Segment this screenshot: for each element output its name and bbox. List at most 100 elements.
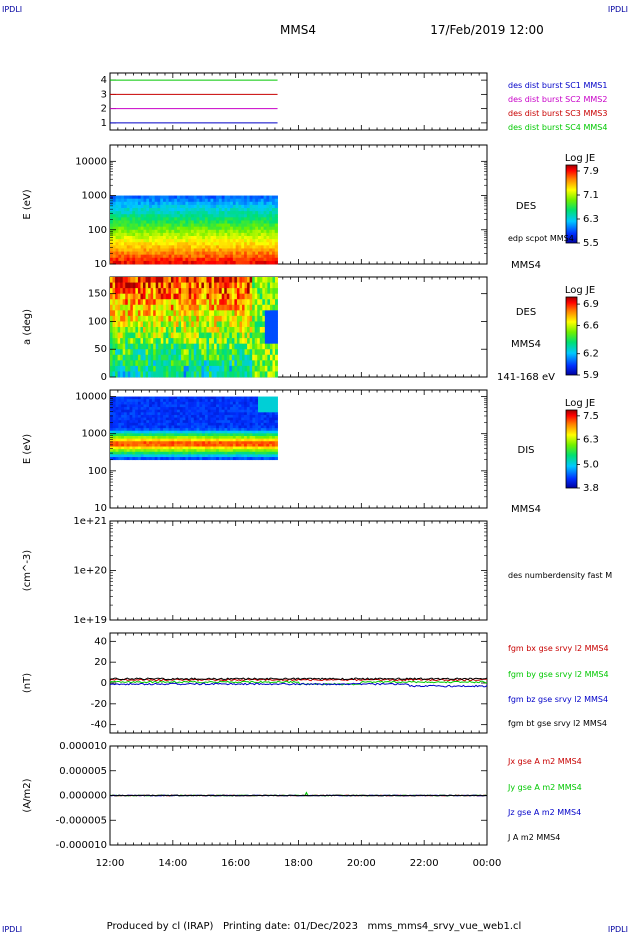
des-energy-cell [196,257,200,262]
des-pitch-cell [249,365,253,372]
dis-energy-cell [246,422,251,426]
des-energy-cell [154,248,158,252]
des-energy-cell [193,195,197,200]
dis-energy-cell [188,441,192,445]
des-pitch-cell [219,360,223,367]
des-pitch-cell [244,343,248,350]
des-energy-cell [140,242,144,246]
dis-energy-cell [235,433,239,437]
des-energy-cell [252,223,256,228]
des-pitch-cell [176,299,179,306]
des-pitch-cell [158,338,162,345]
dis-energy-cell [112,430,116,434]
des-pitch-cell [148,310,152,317]
dis-energy-cell [126,428,130,432]
des-energy-cell [193,214,197,218]
dis-energy-cell [132,435,136,440]
des-pitch-cell [211,338,215,345]
panel-density-frame [109,520,488,621]
dis-energy-cell [199,454,203,458]
des-pitch-cell [153,349,157,356]
des-energy-cell [121,257,125,262]
des-energy-cell [182,226,186,231]
des-pitch-cell [132,293,136,300]
des-energy-cell [165,251,170,256]
dis-energy-cell [160,457,164,461]
des-energy-cell [210,251,214,256]
dis-energy-cell [182,449,186,453]
des-energy-cell [232,251,237,256]
des-energy-cell [252,248,256,252]
des-pitch-cell [140,343,144,350]
dis-energy-cell [202,449,206,453]
des-pitch-cell [150,310,154,317]
dis-energy-cell [269,399,273,403]
des-pitch-cell [216,293,220,300]
des-energy-cell [235,248,239,252]
dis-energy-cell [121,438,125,442]
des-pitch-cell [209,365,212,372]
des-energy-cell [207,257,211,262]
dis-energy-cell [199,451,203,455]
des-pitch-cell [132,332,136,339]
dis-energy-cell [163,438,167,442]
des-pitch-cell [216,354,220,361]
dis-energy-cell [123,422,128,426]
des-energy-cell [157,232,161,237]
dis-energy-cell [238,435,242,440]
dis-energy-cell [177,404,181,408]
des-pitch-cell [143,315,146,322]
des-pitch-cell [125,349,129,356]
des-energy-cell [110,226,114,231]
dis-energy-cell [255,425,259,429]
des-energy-cell [258,207,262,212]
des-energy-cell [252,235,256,240]
des-energy-cell [241,204,245,209]
des-pitch-cell [132,327,136,333]
des-energy-cell [118,260,122,265]
des-energy-cell [216,207,220,212]
des-pitch-cell [176,327,179,333]
des-energy-cell [210,220,214,224]
dis-energy-cell [160,425,164,429]
dis-energy-cell [274,425,278,429]
dis-energy-cell [157,422,161,426]
des-energy-cell [182,198,186,203]
dis-energy-cell [213,422,217,426]
dis-energy-cell [143,443,147,447]
des-pitch-cell [170,310,174,317]
page-title: MMS4 [280,23,316,37]
des-pitch-cell [221,293,225,300]
des-pitch-cell [196,365,200,372]
des-energy-cell [121,232,125,237]
dis-energy-cell [210,409,214,413]
des-energy-cell [182,257,186,262]
dis-energy-cell [213,401,217,405]
des-energy-cell [235,195,239,200]
des-energy-cell [154,232,158,237]
dis-energy-cell [163,428,167,432]
des-pitch-cell [110,327,113,333]
des-pitch-cell [269,299,273,306]
dis-energy-cell [129,433,133,437]
des-pitch-cell [267,282,271,289]
dis-energy-cell [143,433,147,437]
des-energy-spacecraft-label: MMS4 [511,260,541,271]
des-energy-cell [230,229,234,234]
des-energy-cell [188,248,192,252]
des-energy-cell [126,242,130,246]
des-energy-cell [137,201,142,206]
dis-energy-cell [269,425,273,429]
des-pitch-cell [137,371,141,378]
des-pitch-cell [150,299,154,306]
des-pitch-cell [170,365,174,372]
des-pitch-cell [264,315,268,322]
des-energy-cell [163,195,167,200]
des-energy-cell [241,257,245,262]
des-pitch-cell [219,371,223,378]
dis-energy-cell [163,414,167,418]
legend-bfield-bt: fgm bt gse srvy l2 MMS4 [508,719,607,728]
des-pitch-cell [170,360,174,367]
dis-energy-cell [112,409,116,413]
dis-energy-cell [207,425,211,429]
